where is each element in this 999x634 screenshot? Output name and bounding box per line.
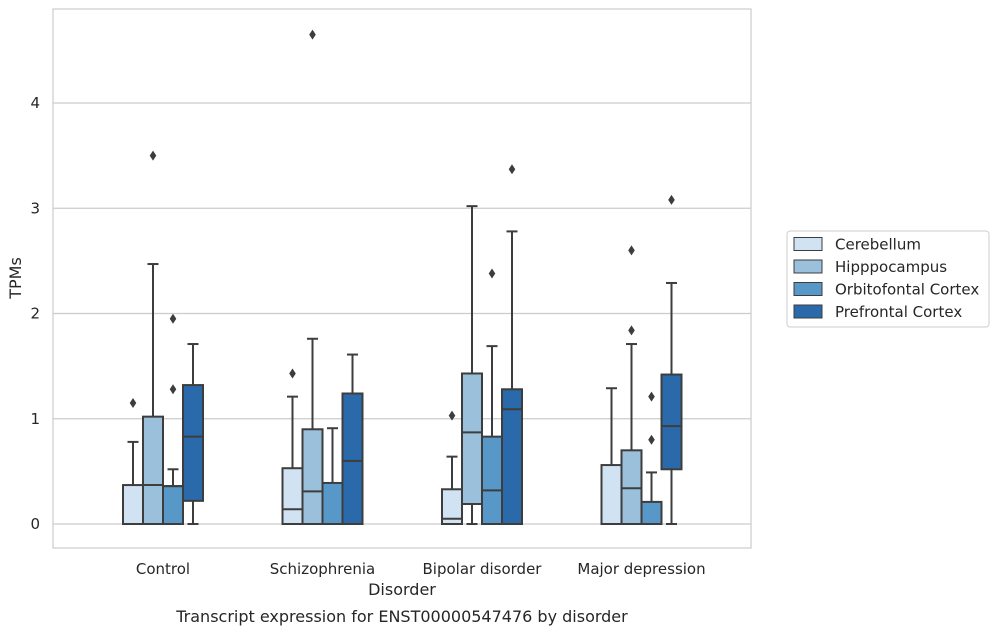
outlier-point [648,434,655,445]
legend-label: Hipppocampus [835,258,947,276]
box-body [501,388,523,525]
box-cerebellum-1 [281,368,304,525]
box-body [620,449,643,526]
x-axis-label: Disorder [368,580,436,599]
box-body [481,435,503,525]
box-plots [122,29,683,526]
box-prefrontal-cortex-3 [660,194,683,525]
box-orbitofontal-cortex-1 [321,427,344,526]
outlier-point [289,368,296,379]
box-body [600,464,623,525]
outlier-point [648,391,655,402]
plot-frame [52,8,752,549]
x-tick-label: Major depression [577,560,705,578]
outlier-point [488,268,496,279]
y-tick-label: 1 [30,410,40,428]
box-body [142,415,164,525]
outlier-point [628,245,635,256]
box-body [660,373,683,471]
box-prefrontal-cortex-1 [341,353,364,525]
box-prefrontal-cortex-2 [501,164,523,525]
outlier-point [309,29,316,40]
x-tick-labels: Control Schizophrenia Bipolar disorder Majo… [136,560,706,578]
outlier-point [628,325,635,336]
legend: Cerebellum Hipppocampus Orbitofontal Corte… [786,230,990,328]
box-body [281,467,304,525]
y-tick-labels: 0 1 2 3 4 [30,94,40,533]
box-orbitofontal-cortex-3 [640,391,663,525]
box-body [321,481,344,526]
x-tick-label: Schizophrenia [270,560,375,578]
box-body [441,488,463,525]
box-body [182,384,204,502]
x-tick-label: Bipolar disorder [423,560,543,578]
box-body [461,372,483,506]
chart-caption: Transcript expression for ENST0000054747… [175,607,628,626]
box-prefrontal-cortex-0 [182,343,204,525]
legend-swatch [793,259,823,274]
box-hipppocampus-0 [142,150,164,525]
box-body [122,484,144,525]
box-hipppocampus-1 [301,29,324,525]
box-cerebellum-3 [600,387,623,525]
x-tick-label: Control [136,560,190,578]
y-tick-label: 4 [30,94,40,112]
outlier-point [169,313,177,324]
box-body [301,428,324,525]
legend-label: Cerebellum [835,236,921,254]
y-tick-label: 0 [30,515,40,533]
box-orbitofontal-cortex-0 [162,313,184,525]
y-tick-label: 2 [30,305,40,323]
box-body [341,392,364,525]
legend-label: Orbitofontal Cortex [835,281,979,299]
legend-frame [786,230,990,328]
outlier-point [508,164,516,175]
box-hipppocampus-2 [461,205,483,525]
outlier-point [448,410,456,421]
legend-label: Prefrontal Cortex [835,303,962,321]
box-body [162,485,184,525]
outlier-point [668,194,675,205]
box-orbitofontal-cortex-2 [481,268,503,525]
y-tick-label: 3 [30,199,40,217]
box-hipppocampus-3 [620,245,643,526]
legend-swatch [793,237,823,251]
legend-swatch [793,282,823,296]
outlier-point [149,150,157,161]
box-body [640,500,663,525]
box-cerebellum-2 [441,410,463,525]
y-axis-label: TPMs [6,257,25,300]
outlier-point [169,384,177,395]
box-cerebellum-0 [122,397,144,525]
outlier-point [129,397,137,408]
legend-swatch [793,304,823,319]
